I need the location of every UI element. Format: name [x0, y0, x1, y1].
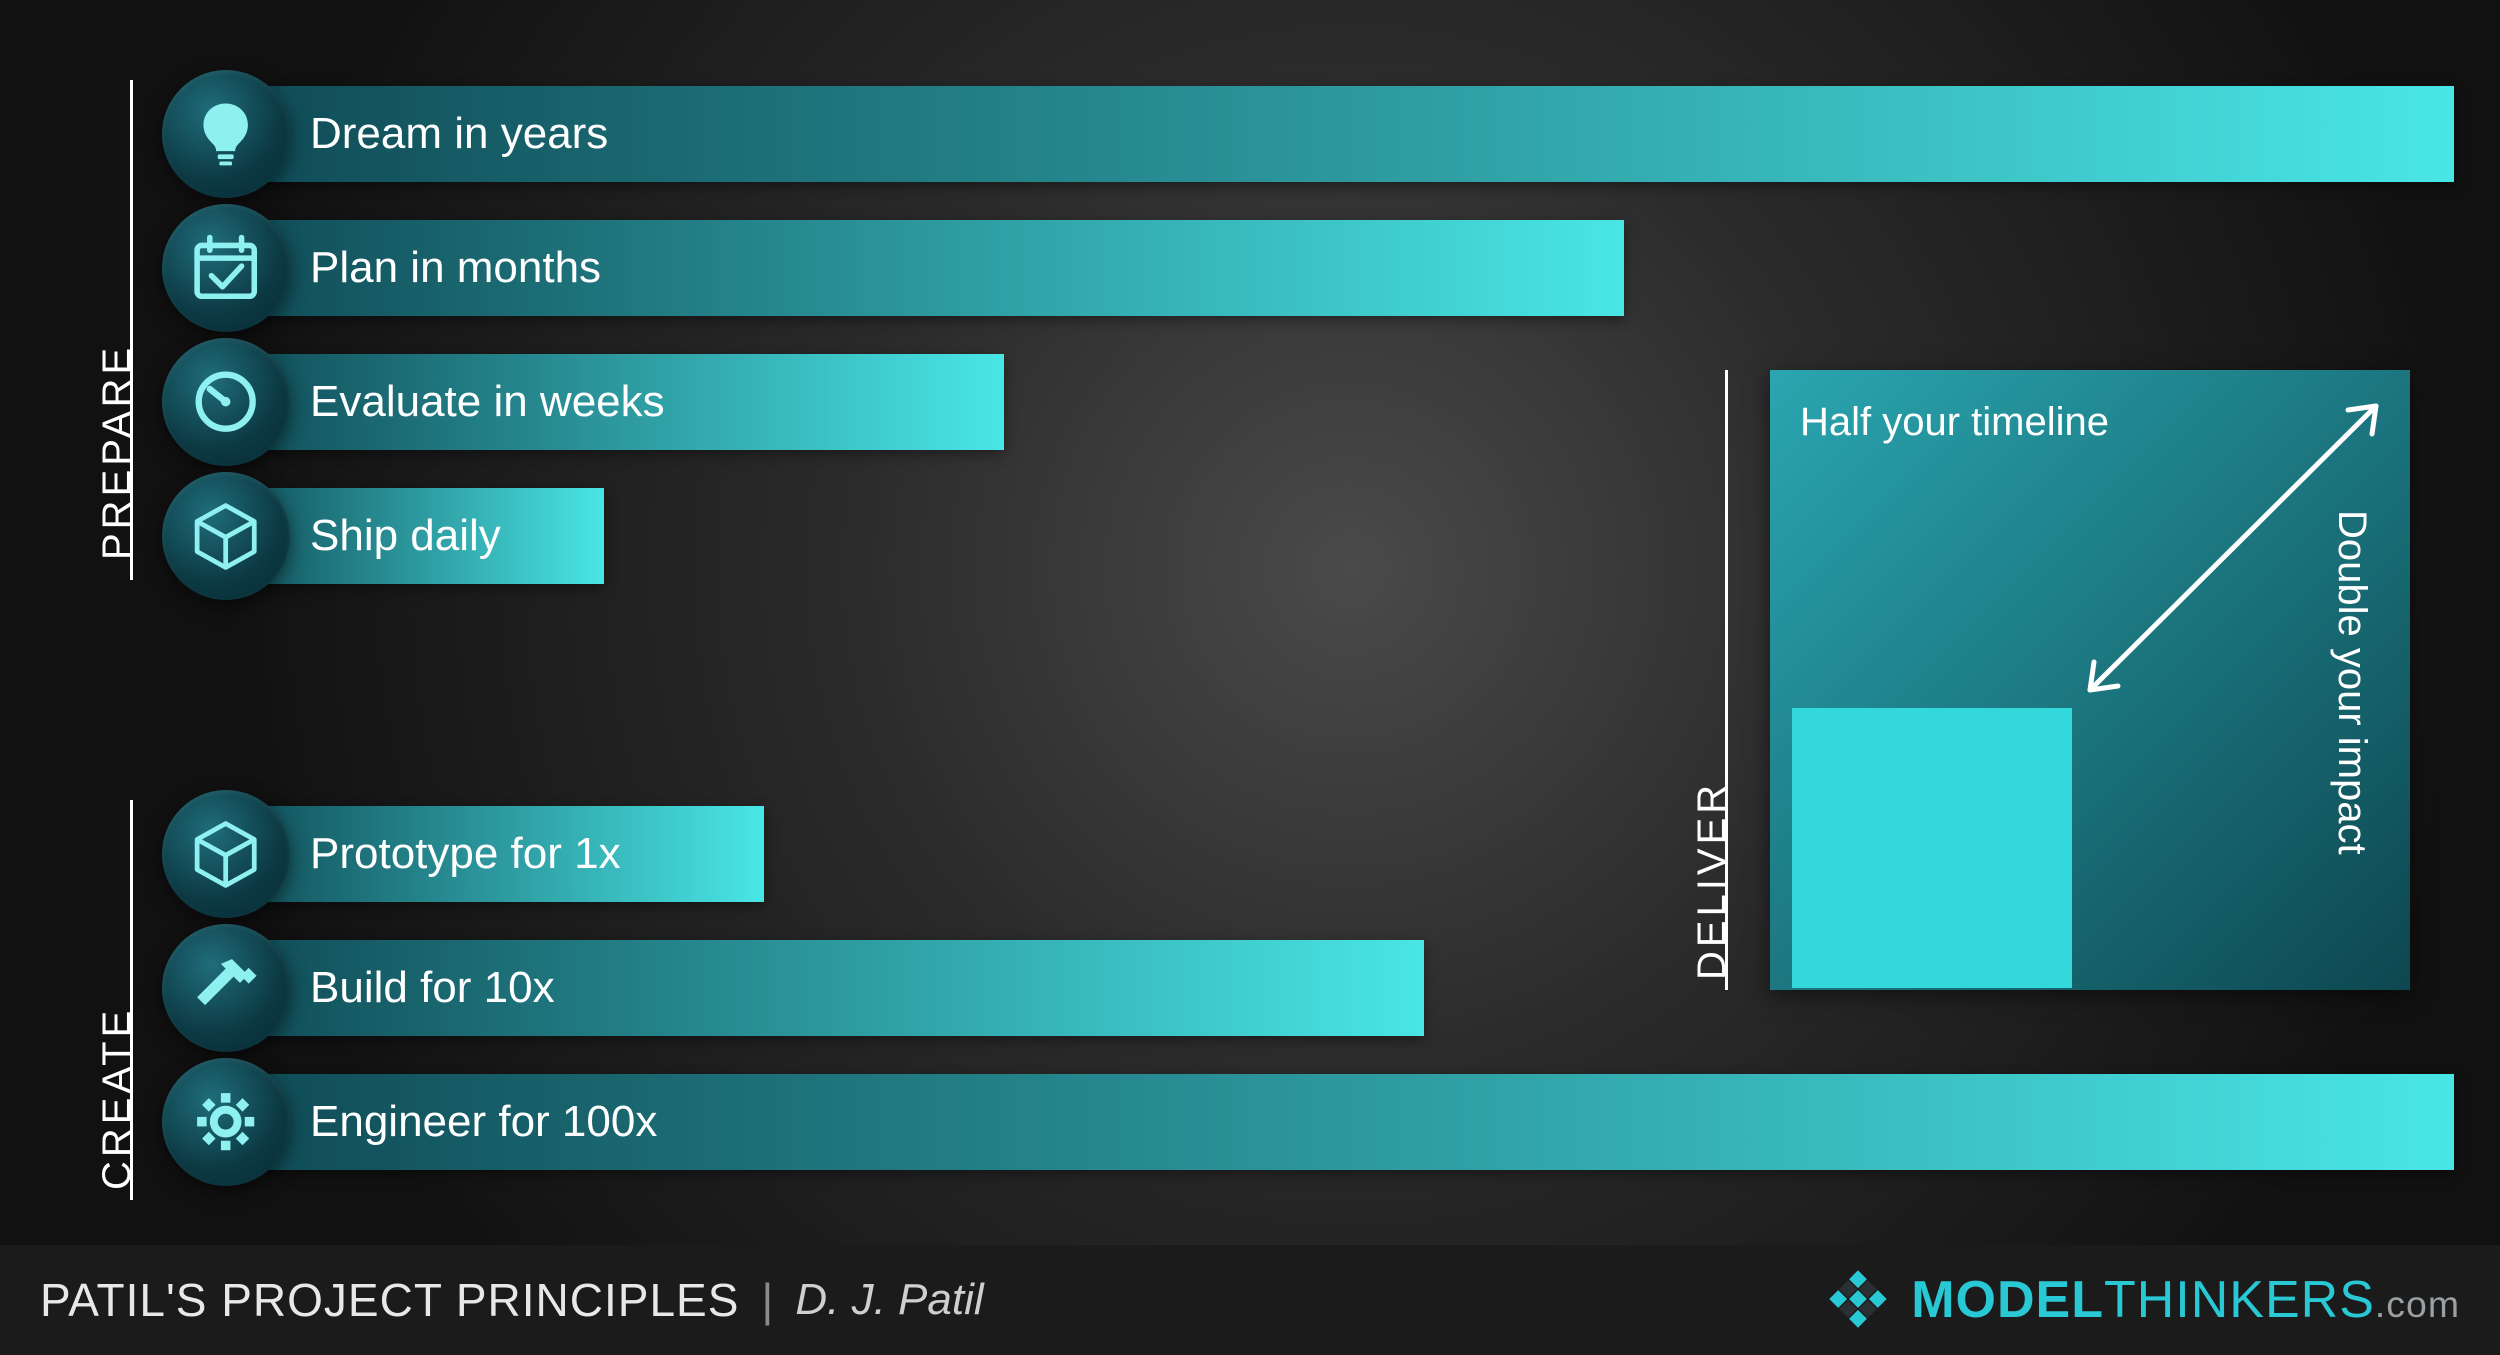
- bar-prototype-for-1x: Prototype for 1x: [224, 806, 764, 902]
- group-label-prepare: PREPARE: [95, 344, 140, 560]
- footer: PATIL'S PROJECT PRINCIPLES | D. J. Patil…: [0, 1245, 2500, 1355]
- brand-light: THINKERS: [2104, 1270, 2375, 1330]
- box-icon: [162, 790, 290, 918]
- group-divider-create: [130, 800, 133, 1200]
- hammer-icon: [162, 924, 290, 1052]
- gear-icon: [162, 1058, 290, 1186]
- bulb-icon: [162, 70, 290, 198]
- bar-evaluate-in-weeks: Evaluate in weeks: [224, 354, 1004, 450]
- footer-title: PATIL'S PROJECT PRINCIPLES: [40, 1273, 739, 1327]
- group-divider-prepare: [130, 80, 133, 580]
- bar-engineer-for-100x: Engineer for 100x: [224, 1074, 2454, 1170]
- group-label-create: CREATE: [95, 1007, 140, 1190]
- bar-label: Ship daily: [310, 511, 501, 561]
- bar-label: Engineer for 100x: [310, 1097, 657, 1147]
- footer-separator: |: [739, 1273, 795, 1327]
- double-arrow-icon: [1770, 370, 2410, 990]
- bar-build-for-10x: Build for 10x: [224, 940, 1424, 1036]
- bar-plan-in-months: Plan in months: [224, 220, 1624, 316]
- brand-wordmark: MODELTHINKERS.com: [1911, 1270, 2460, 1330]
- bar-label: Evaluate in weeks: [310, 377, 665, 427]
- calendar-icon: [162, 204, 290, 332]
- footer-author: D. J. Patil: [795, 1275, 983, 1325]
- modelthinkers-logo-icon: [1823, 1265, 1893, 1335]
- brand-bold: MODEL: [1911, 1270, 2104, 1330]
- box-icon: [162, 472, 290, 600]
- gauge-icon: [162, 338, 290, 466]
- deliver-card: Half your timeline Double your impact: [1770, 370, 2410, 990]
- bar-dream-in-years: Dream in years: [224, 86, 2454, 182]
- bar-label: Plan in months: [310, 243, 601, 293]
- group-label-deliver: DELIVER: [1690, 781, 1735, 980]
- bar-label: Build for 10x: [310, 963, 555, 1013]
- bar-label: Dream in years: [310, 109, 608, 159]
- group-divider-deliver: [1725, 370, 1728, 990]
- bar-label: Prototype for 1x: [310, 829, 621, 879]
- brand-domain: .com: [2375, 1283, 2460, 1326]
